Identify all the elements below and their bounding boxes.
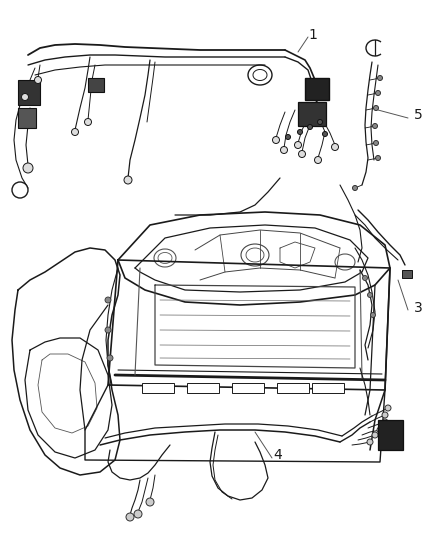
Bar [18, 108, 36, 128]
Circle shape [322, 132, 328, 136]
Circle shape [307, 125, 312, 130]
Circle shape [371, 312, 375, 318]
Circle shape [318, 119, 322, 125]
Circle shape [367, 439, 373, 445]
Circle shape [294, 141, 301, 149]
Circle shape [124, 176, 132, 184]
Bar [277, 383, 309, 393]
Circle shape [297, 130, 303, 134]
Circle shape [105, 327, 111, 333]
Bar [187, 383, 219, 393]
Circle shape [377, 427, 383, 433]
Text: 3: 3 [413, 301, 422, 315]
Bar [402, 270, 412, 278]
Circle shape [107, 355, 113, 361]
Circle shape [367, 293, 372, 297]
Circle shape [286, 134, 290, 140]
Circle shape [280, 147, 287, 154]
Circle shape [363, 276, 367, 280]
Circle shape [374, 106, 378, 110]
Bar [298, 102, 326, 126]
Circle shape [374, 141, 378, 146]
Circle shape [21, 93, 28, 101]
Bar [232, 383, 264, 393]
Circle shape [375, 91, 381, 95]
Circle shape [375, 156, 381, 160]
Circle shape [378, 76, 382, 80]
Bar [305, 78, 329, 100]
Circle shape [126, 513, 134, 521]
Circle shape [71, 128, 78, 135]
Text: 4: 4 [274, 448, 283, 462]
Bar [142, 383, 174, 393]
Text: 1: 1 [308, 28, 318, 42]
Circle shape [85, 118, 92, 125]
Circle shape [105, 297, 111, 303]
Bar [18, 80, 40, 105]
Bar [312, 383, 344, 393]
Circle shape [134, 510, 142, 518]
Circle shape [382, 412, 388, 418]
Bar [88, 78, 104, 92]
Circle shape [12, 182, 28, 198]
Circle shape [332, 143, 339, 150]
Circle shape [272, 136, 279, 143]
Circle shape [385, 405, 391, 411]
Circle shape [299, 150, 305, 157]
Circle shape [353, 185, 357, 190]
Text: 5: 5 [413, 108, 422, 122]
Circle shape [372, 432, 378, 438]
Circle shape [23, 163, 33, 173]
Circle shape [314, 157, 321, 164]
Circle shape [35, 77, 42, 84]
Circle shape [146, 498, 154, 506]
Bar [378, 420, 403, 450]
Circle shape [372, 124, 378, 128]
Circle shape [382, 419, 388, 425]
